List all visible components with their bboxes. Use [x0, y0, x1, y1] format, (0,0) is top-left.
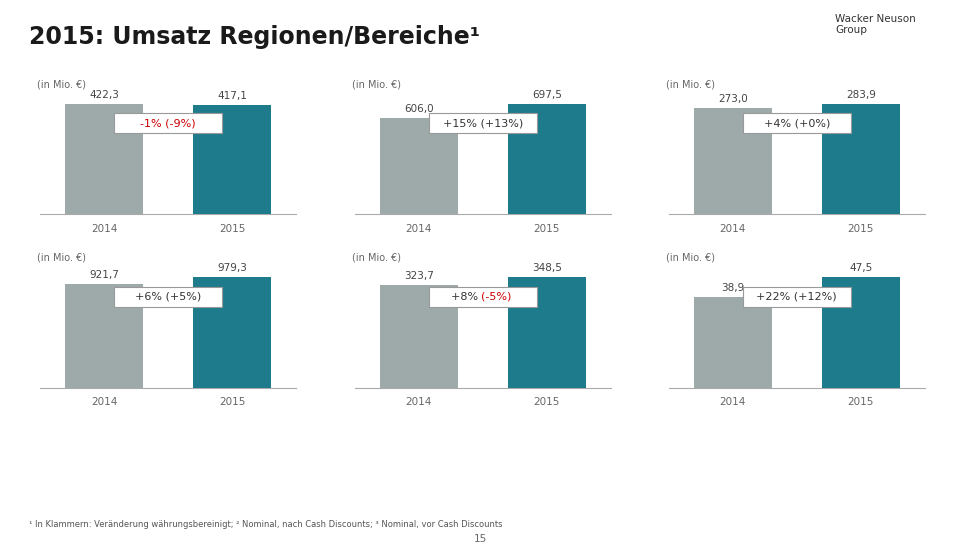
Text: 2014: 2014 [720, 224, 746, 234]
Text: 38,9: 38,9 [721, 283, 744, 293]
Text: Dienstleistungen³: Dienstleistungen³ [734, 53, 859, 67]
Text: 2015: Umsatz Regionen/Bereiche¹: 2015: Umsatz Regionen/Bereiche¹ [29, 25, 480, 49]
Text: 15: 15 [473, 534, 487, 544]
Text: (-5%): (-5%) [482, 292, 512, 302]
Text: -1% (-9%): -1% (-9%) [140, 118, 196, 128]
Text: (in Mio. €): (in Mio. €) [352, 253, 401, 263]
Text: (in Mio. €): (in Mio. €) [352, 79, 401, 89]
Bar [508, 277, 586, 388]
Text: Amerikas²: Amerikas² [447, 227, 518, 240]
Text: 2015: 2015 [534, 397, 560, 408]
Text: 422,3: 422,3 [89, 90, 119, 100]
Bar [65, 104, 143, 214]
FancyBboxPatch shape [113, 287, 223, 307]
Text: 697,5: 697,5 [532, 90, 562, 100]
FancyBboxPatch shape [428, 113, 538, 133]
Text: 273,0: 273,0 [718, 94, 748, 104]
Text: +8%: +8% [451, 292, 482, 302]
Text: (in Mio. €): (in Mio. €) [37, 79, 86, 89]
Text: 2014: 2014 [91, 397, 117, 408]
Bar [380, 285, 458, 388]
Text: 2015: 2015 [219, 397, 245, 408]
Text: 606,0: 606,0 [404, 104, 434, 114]
Bar [193, 277, 271, 388]
Text: Kompaktmaschinen³: Kompaktmaschinen³ [411, 53, 555, 67]
Bar [694, 108, 772, 214]
FancyBboxPatch shape [113, 113, 223, 133]
Text: Baugeräte³: Baugeräte³ [129, 53, 207, 67]
Bar [193, 105, 271, 214]
Text: 2014: 2014 [406, 224, 432, 234]
Text: 921,7: 921,7 [89, 269, 119, 280]
Text: +8% (-5%): +8% (-5%) [0, 550, 1, 551]
Text: 2015: 2015 [534, 224, 560, 234]
Bar [822, 277, 900, 388]
Text: (in Mio. €): (in Mio. €) [666, 253, 715, 263]
Text: 2015: 2015 [848, 397, 874, 408]
Text: 979,3: 979,3 [217, 263, 247, 273]
Text: +6% (+5%): +6% (+5%) [134, 292, 202, 302]
Text: 417,1: 417,1 [217, 91, 247, 101]
Text: 2014: 2014 [91, 224, 117, 234]
Text: ¹ In Klammern: Veränderung währungsbereinigt; ² Nominal, nach Cash Discounts; ³ : ¹ In Klammern: Veränderung währungsberei… [29, 520, 502, 529]
Text: 348,5: 348,5 [532, 263, 562, 273]
Text: Asien/Pazifik²: Asien/Pazifik² [749, 227, 845, 240]
FancyBboxPatch shape [742, 113, 852, 133]
Text: 2014: 2014 [406, 397, 432, 408]
Bar [694, 297, 772, 388]
FancyBboxPatch shape [742, 287, 852, 307]
Text: 283,9: 283,9 [846, 90, 876, 100]
Text: 2015: 2015 [848, 224, 874, 234]
Bar [508, 104, 586, 214]
Text: (in Mio. €): (in Mio. €) [37, 253, 86, 263]
Text: Wacker Neuson
Group: Wacker Neuson Group [835, 14, 916, 35]
Text: Europa²: Europa² [140, 227, 196, 240]
Bar [822, 104, 900, 214]
Text: 2015: 2015 [219, 224, 245, 234]
Text: 2014: 2014 [720, 397, 746, 408]
FancyBboxPatch shape [428, 287, 538, 307]
Text: (in Mio. €): (in Mio. €) [666, 79, 715, 89]
Text: 47,5: 47,5 [850, 263, 873, 273]
Bar [380, 118, 458, 214]
Bar [65, 284, 143, 388]
Text: +4% (+0%): +4% (+0%) [763, 118, 830, 128]
Text: +22% (+12%): +22% (+12%) [756, 292, 837, 302]
Text: +15% (+13%): +15% (+13%) [443, 118, 523, 128]
Text: 323,7: 323,7 [404, 271, 434, 281]
